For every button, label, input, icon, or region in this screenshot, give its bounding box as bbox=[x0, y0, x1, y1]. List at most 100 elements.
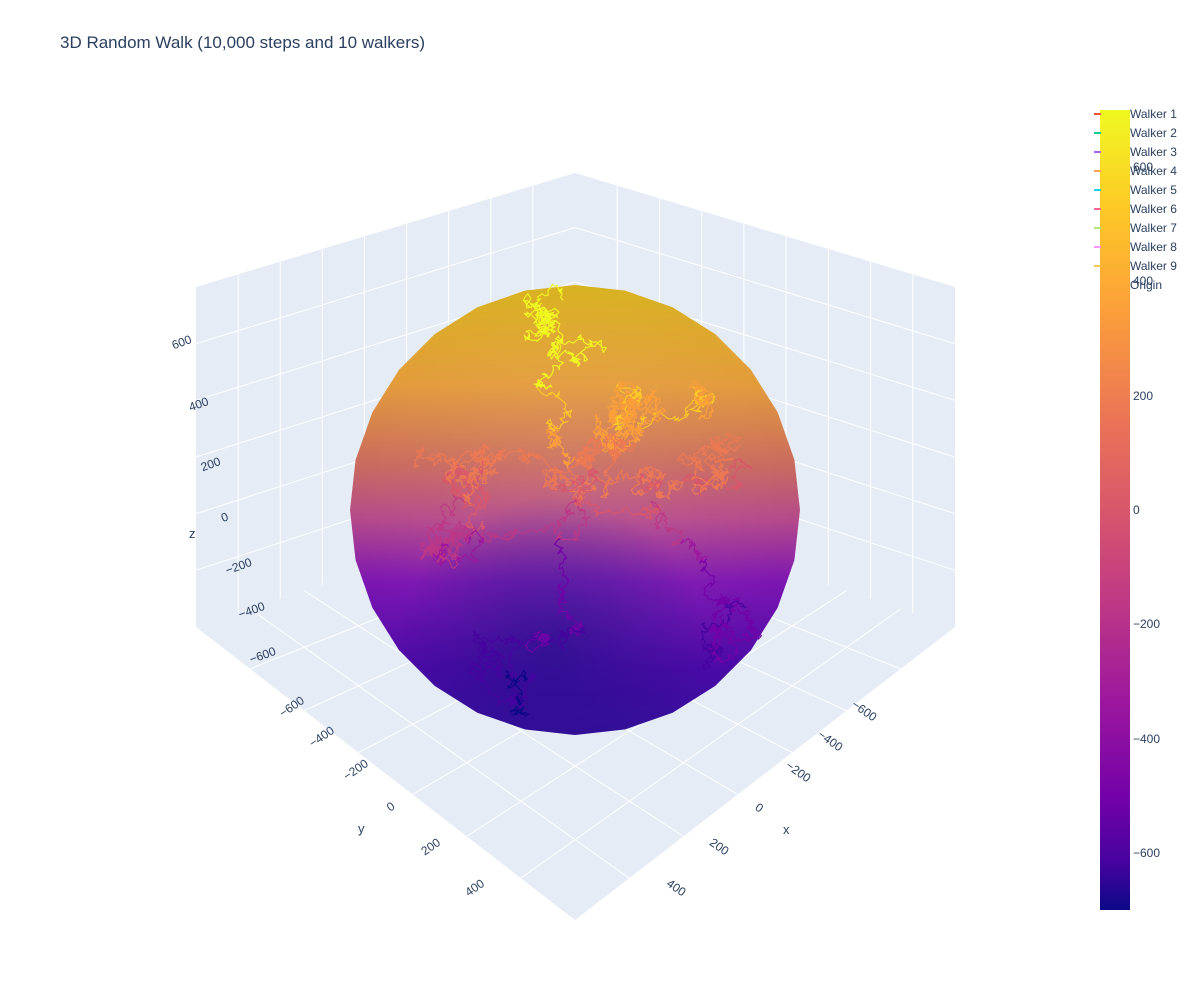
walk-segment bbox=[612, 390, 642, 432]
walk-segment bbox=[691, 467, 730, 496]
walk-segment bbox=[524, 630, 551, 654]
legend-swatch bbox=[1094, 170, 1101, 172]
walk-segment bbox=[476, 639, 496, 657]
walk-segment bbox=[582, 435, 607, 463]
walk-segment bbox=[639, 388, 661, 421]
axis-tick-label: 0 bbox=[384, 799, 398, 814]
walk-segment bbox=[711, 597, 732, 637]
walk-segment bbox=[545, 435, 583, 469]
walk-segment bbox=[472, 669, 527, 711]
walk-segment bbox=[655, 478, 688, 501]
walk-segment bbox=[454, 529, 485, 564]
walk-segment bbox=[445, 464, 474, 496]
walk-segment bbox=[723, 457, 753, 491]
walk-segment bbox=[436, 495, 465, 535]
walk-segment bbox=[464, 490, 493, 534]
colorbar-gradient bbox=[1100, 110, 1130, 910]
axis-tick-label: −400 bbox=[815, 727, 845, 754]
legend-swatch bbox=[1094, 132, 1101, 134]
walk-segment bbox=[526, 283, 564, 317]
walk-segment bbox=[504, 669, 529, 696]
walk-segment bbox=[533, 499, 579, 535]
colorbar-tick: 200 bbox=[1133, 388, 1154, 403]
walk-segment bbox=[693, 390, 714, 421]
walk-segment bbox=[454, 464, 481, 489]
walk-segment bbox=[606, 401, 650, 441]
walk-segment bbox=[538, 625, 587, 652]
walk-segment bbox=[453, 443, 490, 465]
legend-label: Walker 5 bbox=[1130, 183, 1177, 197]
walk-segment bbox=[544, 319, 607, 349]
legend-label: Walker 9 bbox=[1130, 259, 1177, 273]
walk-segment bbox=[462, 485, 489, 511]
axis-tick-label: −200 bbox=[341, 756, 371, 783]
walk-segment bbox=[480, 448, 507, 477]
walk-segment bbox=[450, 460, 484, 501]
walk-segment bbox=[606, 437, 637, 459]
walk-segment bbox=[413, 446, 458, 469]
axis-tick-label: 200 bbox=[707, 835, 732, 858]
x-axis-label: x bbox=[783, 822, 790, 837]
legend-swatch bbox=[1094, 208, 1101, 210]
axis-tick-label: 600 bbox=[170, 332, 194, 352]
walk-segment bbox=[728, 596, 758, 632]
walk-segment bbox=[577, 447, 597, 470]
legend-swatch bbox=[1094, 151, 1101, 153]
walk-segment bbox=[532, 350, 565, 390]
walk-segment bbox=[432, 541, 449, 567]
chart-title: 3D Random Walk (10,000 steps and 10 walk… bbox=[60, 33, 426, 52]
axis-tick-label: −600 bbox=[849, 697, 879, 724]
colorbar-tick: 0 bbox=[1133, 503, 1140, 517]
walk-segment bbox=[699, 558, 730, 607]
walk-segment bbox=[541, 466, 561, 491]
walk-segment bbox=[509, 694, 530, 717]
z-axis-label: z bbox=[189, 526, 196, 541]
legend-swatch bbox=[1094, 227, 1101, 229]
walk-segment bbox=[535, 381, 573, 432]
walk-segment bbox=[624, 388, 642, 420]
colorbar bbox=[1100, 110, 1130, 910]
legend-label: Walker 1 bbox=[1130, 107, 1177, 121]
legend-swatch bbox=[1094, 189, 1101, 191]
walk-segment bbox=[484, 650, 506, 679]
walk-segment bbox=[424, 526, 472, 545]
walk-segment bbox=[604, 434, 628, 453]
walk-segment bbox=[593, 432, 627, 453]
walk-segment bbox=[610, 380, 637, 410]
walk-segment bbox=[553, 538, 570, 609]
colorbar-tick: −400 bbox=[1133, 731, 1161, 746]
legend-label: Walker 6 bbox=[1130, 202, 1177, 216]
colorbar-tick: 400 bbox=[1133, 274, 1154, 289]
legend-label: Walker 3 bbox=[1130, 145, 1177, 159]
colorbar-tick: −600 bbox=[1133, 845, 1161, 860]
walk-segment bbox=[501, 447, 550, 467]
colorbar-tick: 600 bbox=[1133, 160, 1154, 175]
walk-segment bbox=[554, 450, 593, 477]
walk-segment bbox=[548, 465, 584, 502]
legend-label: Walker 2 bbox=[1130, 126, 1177, 140]
walk-segment bbox=[555, 499, 591, 542]
walk-segment bbox=[523, 326, 551, 343]
legend-swatch bbox=[1094, 113, 1101, 115]
walk-segment bbox=[707, 630, 740, 664]
walk-segment bbox=[711, 432, 743, 455]
sphere-surface bbox=[350, 285, 800, 735]
walk-segment bbox=[471, 629, 524, 646]
walk-segment bbox=[638, 503, 662, 520]
colorbar-tick: −200 bbox=[1133, 617, 1161, 632]
walk-segment bbox=[452, 520, 477, 561]
walk-segment bbox=[606, 403, 623, 428]
legend-label: Walker 4 bbox=[1130, 164, 1177, 178]
walk-segment bbox=[710, 470, 729, 491]
walk-segment bbox=[574, 453, 619, 501]
walk-segment bbox=[566, 339, 607, 367]
walk-segment bbox=[441, 463, 469, 492]
walk-segment bbox=[550, 475, 592, 502]
walk-segment bbox=[436, 531, 466, 564]
scene-3d[interactable]: 6004002000−200−400−600−600−400−200020040… bbox=[0, 0, 1080, 1000]
axis-tick-label: 400 bbox=[462, 876, 487, 899]
legend-label: Walker 7 bbox=[1130, 221, 1177, 235]
axis-tick-label: 0 bbox=[753, 800, 767, 815]
walk-segment bbox=[479, 528, 534, 543]
y-axis-label: y bbox=[358, 821, 365, 836]
